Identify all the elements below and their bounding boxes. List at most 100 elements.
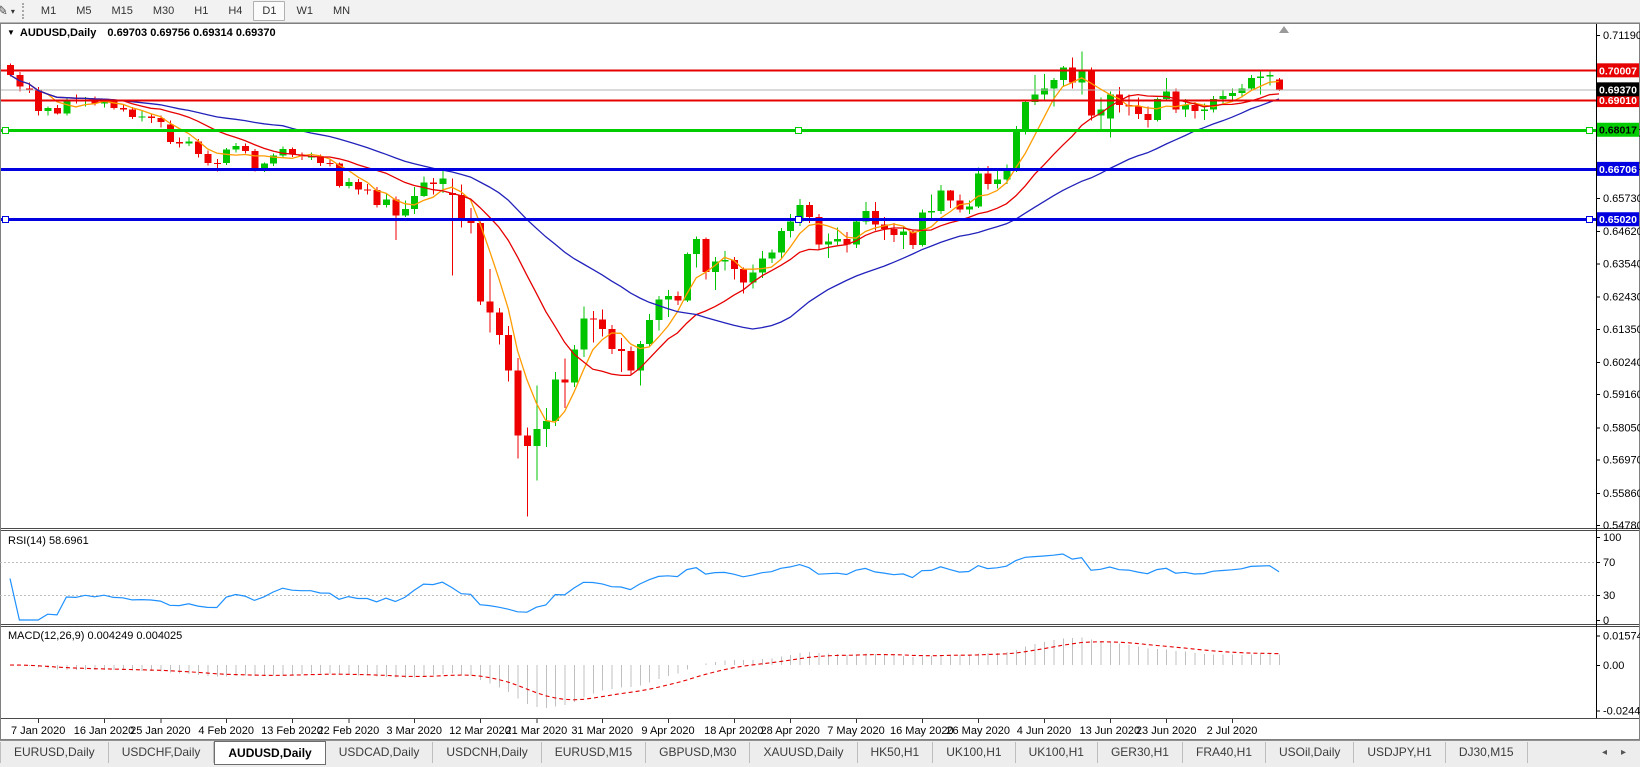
date-label: 7 Jan 2020 xyxy=(11,725,65,737)
timeframe-toolbar: ✎ ▾ M1 M5 M15 M30 H1 H4 D1 W1 MN xyxy=(0,0,1640,23)
date-label: 4 Feb 2020 xyxy=(198,725,254,737)
date-label: 16 Jan 2020 xyxy=(74,725,135,737)
svg-text:0.69010: 0.69010 xyxy=(1599,95,1637,107)
chart-tab-HK50-H1[interactable]: HK50,H1 xyxy=(858,742,934,763)
date-label: 13 Feb 2020 xyxy=(261,725,323,737)
date-label: 25 Jan 2020 xyxy=(130,725,191,737)
line-price-label-0.68017: 0.68017 xyxy=(1597,122,1639,137)
price-tick-label: 0.61350 xyxy=(1603,324,1640,336)
date-label: 2 Jul 2020 xyxy=(1207,725,1258,737)
chart-tab-EURUSD-M15[interactable]: EURUSD,M15 xyxy=(542,742,647,763)
current-price-label: 0.69370 xyxy=(1597,82,1639,97)
price-tick-label: 0.64620 xyxy=(1603,226,1640,238)
timeframe-button-W1[interactable]: W1 xyxy=(296,5,313,17)
chart-background xyxy=(0,23,1640,740)
date-label: 18 Apr 2020 xyxy=(704,725,763,737)
chart-tab-USDCAD-Daily[interactable]: USDCAD,Daily xyxy=(326,742,434,763)
date-label: 12 Mar 2020 xyxy=(449,725,511,737)
date-label: 7 May 2020 xyxy=(827,725,884,737)
collapse-arrow-icon: ▼ xyxy=(7,28,15,37)
timeframe-button-D1[interactable]: D1 xyxy=(253,1,286,21)
timeframe-button-M5[interactable]: M5 xyxy=(76,5,92,17)
timeframe-button-H1[interactable]: H1 xyxy=(194,5,209,17)
line-drag-handle xyxy=(2,127,9,134)
chart-tab-DJ30-M15[interactable]: DJ30,M15 xyxy=(1446,742,1528,763)
main-price-panel xyxy=(0,26,1596,517)
chart-tab-GBPUSD-M30[interactable]: GBPUSD,M30 xyxy=(646,742,751,763)
moving-average-line-13 xyxy=(9,74,1280,377)
chart-tab-EURUSD-Daily[interactable]: EURUSD,Daily xyxy=(0,742,109,763)
rsi-scale-label: 70 xyxy=(1603,557,1615,569)
price-tick-label: 0.59160 xyxy=(1603,389,1640,401)
rsi-line xyxy=(9,553,1280,621)
chart-tab-USDJPY-H1[interactable]: USDJPY,H1 xyxy=(1354,742,1446,763)
chart-tab-AUDUSD-Daily[interactable]: AUDUSD,Daily xyxy=(214,741,326,765)
price-tick-label: 0.63540 xyxy=(1603,258,1640,270)
rsi-scale-label: 100 xyxy=(1603,532,1621,544)
chart-tab-UK100-H1[interactable]: UK100,H1 xyxy=(933,742,1016,763)
rsi-indicator-label: RSI(14) 58.6961 xyxy=(8,535,89,547)
date-label: 13 Jun 2020 xyxy=(1080,725,1141,737)
chart-tabbar: EURUSD,Daily USDCHF,Daily AUDUSD,Daily USDC… xyxy=(0,740,1640,767)
moving-average-line-5 xyxy=(9,74,1280,423)
date-label: 28 Apr 2020 xyxy=(761,725,820,737)
date-label: 31 Mar 2020 xyxy=(571,725,633,737)
toolbar-grip[interactable] xyxy=(21,3,26,19)
price-tick-label: 0.58050 xyxy=(1603,422,1640,434)
line-price-label-0.69010: 0.69010 xyxy=(1597,93,1639,108)
chart-tab-XAUUSD-Daily[interactable]: XAUUSD,Daily xyxy=(750,742,858,763)
macd-signal-line xyxy=(9,641,1280,701)
macd-panel: 0.015741 0.00 -0.024412 xyxy=(9,631,1640,718)
date-label: 22 Feb 2020 xyxy=(318,725,380,737)
draw-tool-icon: ✎ xyxy=(0,3,8,18)
timeframe-button-M15[interactable]: M15 xyxy=(111,5,133,17)
chart-canvas[interactable]: 0.711900.679200.668100.657300.646200.635… xyxy=(0,23,1640,740)
timeframe-button-M30[interactable]: M30 xyxy=(152,5,175,17)
horizontal-line-0.65020[interactable] xyxy=(0,216,1596,223)
chart-ohlc-values: 0.69703 0.69756 0.69314 0.69370 xyxy=(107,27,276,39)
horizontal-line-0.68017[interactable] xyxy=(0,127,1596,134)
chart-tab-UK100-H1[interactable]: UK100,H1 xyxy=(1016,742,1098,763)
svg-text:0.65020: 0.65020 xyxy=(1599,214,1637,226)
rsi-scale-label: 0 xyxy=(1603,615,1609,627)
line-drag-handle xyxy=(1586,127,1593,134)
price-tick-label: 0.60240 xyxy=(1603,357,1640,369)
chart-tab-GER30-H1[interactable]: GER30,H1 xyxy=(1098,742,1183,763)
chevron-down-icon: ▾ xyxy=(10,6,15,16)
date-label: 3 Mar 2020 xyxy=(386,725,442,737)
price-tick-label: 0.71190 xyxy=(1603,30,1640,42)
svg-text:0.70007: 0.70007 xyxy=(1599,65,1637,77)
chart-shift-marker xyxy=(1279,26,1289,33)
chart-tab-FRA40-H1[interactable]: FRA40,H1 xyxy=(1183,742,1267,763)
chart-tab-USDCNH-Daily[interactable]: USDCNH,Daily xyxy=(433,742,542,763)
panel-frame xyxy=(0,23,1640,740)
moving-average-line-30 xyxy=(9,74,1280,330)
macd-scale-label: -0.024412 xyxy=(1603,706,1640,718)
line-drag-handle xyxy=(2,216,9,223)
date-label: 21 Mar 2020 xyxy=(506,725,568,737)
draw-tool-button[interactable]: ✎ ▾ xyxy=(0,1,19,21)
date-label: 9 Apr 2020 xyxy=(641,725,694,737)
chart-tab-USOil-Daily[interactable]: USOil,Daily xyxy=(1266,742,1355,763)
rsi-scale-label: 30 xyxy=(1603,590,1615,602)
rsi-panel: 100 70 30 0 xyxy=(0,532,1621,627)
timeframe-button-H4[interactable]: H4 xyxy=(228,5,243,17)
chart-title: ▼ AUDUSD,Daily 0.69703 0.69756 0.69314 0.… xyxy=(7,27,276,39)
price-tick-label: 0.54780 xyxy=(1603,520,1640,532)
tab-scroll-left-icon[interactable]: ◂ xyxy=(1601,746,1607,758)
svg-text:0.68017: 0.68017 xyxy=(1599,125,1637,137)
price-tick-label: 0.65730 xyxy=(1603,193,1640,205)
date-label: 16 May 2020 xyxy=(890,725,954,737)
line-price-label-0.66706: 0.66706 xyxy=(1597,161,1639,176)
line-drag-handle xyxy=(1586,216,1593,223)
tab-scroll-right-icon[interactable]: ▸ xyxy=(1620,746,1626,758)
chart-tab-USDCHF-Daily[interactable]: USDCHF,Daily xyxy=(109,742,215,763)
price-axis: 0.711900.679200.668100.657300.646200.635… xyxy=(1596,30,1640,532)
price-tick-label: 0.62430 xyxy=(1603,292,1640,304)
timeframe-button-M1[interactable]: M1 xyxy=(40,5,57,17)
timeframe-button-MN[interactable]: MN xyxy=(332,5,351,17)
chart-window[interactable]: 0.711900.679200.668100.657300.646200.635… xyxy=(0,23,1640,740)
macd-indicator-label: MACD(12,26,9) 0.004249 0.004025 xyxy=(8,630,183,642)
